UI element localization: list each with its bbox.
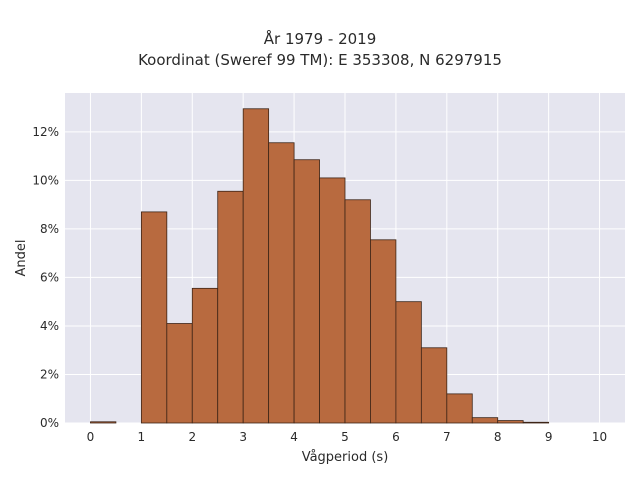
y-axis-label: Andel [14, 240, 29, 277]
y-tick-label: 8% [40, 222, 59, 236]
histogram-bar [497, 420, 524, 424]
histogram-bar [90, 421, 117, 424]
y-tick-label: 4% [40, 319, 59, 333]
x-tick-label: 3 [239, 430, 247, 444]
histogram-bar [242, 108, 270, 424]
y-axis-ticks: 0% 2% 4% 6% 8% 10% 12% [32, 125, 59, 430]
x-tick-label: 4 [290, 430, 298, 444]
histogram-bar [344, 199, 371, 424]
y-tick-label: 10% [32, 173, 59, 187]
y-tick-label: 12% [32, 125, 59, 139]
x-tick-label: 8 [494, 430, 502, 444]
x-tick-label: 1 [138, 430, 146, 444]
y-tick-label: 2% [40, 367, 59, 381]
histogram-bar [268, 142, 295, 424]
histogram-bar [446, 393, 473, 424]
histogram-bar [217, 190, 244, 424]
histogram-bar [395, 301, 422, 424]
chart-subtitle: Koordinat (Sweref 99 TM): E 353308, N 62… [138, 51, 502, 69]
histogram-bar [370, 239, 397, 424]
x-tick-label: 9 [545, 430, 553, 444]
histogram-bar [420, 347, 448, 424]
histogram-bar [319, 177, 346, 424]
histogram-bar [140, 211, 168, 424]
x-tick-label: 6 [392, 430, 400, 444]
y-tick-label: 0% [40, 416, 59, 430]
histogram-bar [293, 159, 320, 424]
x-axis-label: Vågperiod (s) [302, 450, 389, 465]
y-tick-label: 6% [40, 270, 59, 284]
x-tick-label: 0 [87, 430, 95, 444]
x-axis-ticks: 0 1 2 3 4 5 6 7 8 9 10 [87, 430, 608, 444]
histogram-bar [191, 287, 219, 424]
histogram-bar [166, 323, 193, 424]
x-tick-label: 2 [188, 430, 196, 444]
bars-group [90, 108, 550, 424]
x-tick-label: 7 [443, 430, 451, 444]
x-tick-label: 10 [592, 430, 607, 444]
histogram-bar [522, 421, 550, 424]
x-tick-label: 5 [341, 430, 349, 444]
histogram-bar [471, 417, 499, 424]
chart-title: År 1979 - 2019 [263, 30, 377, 48]
